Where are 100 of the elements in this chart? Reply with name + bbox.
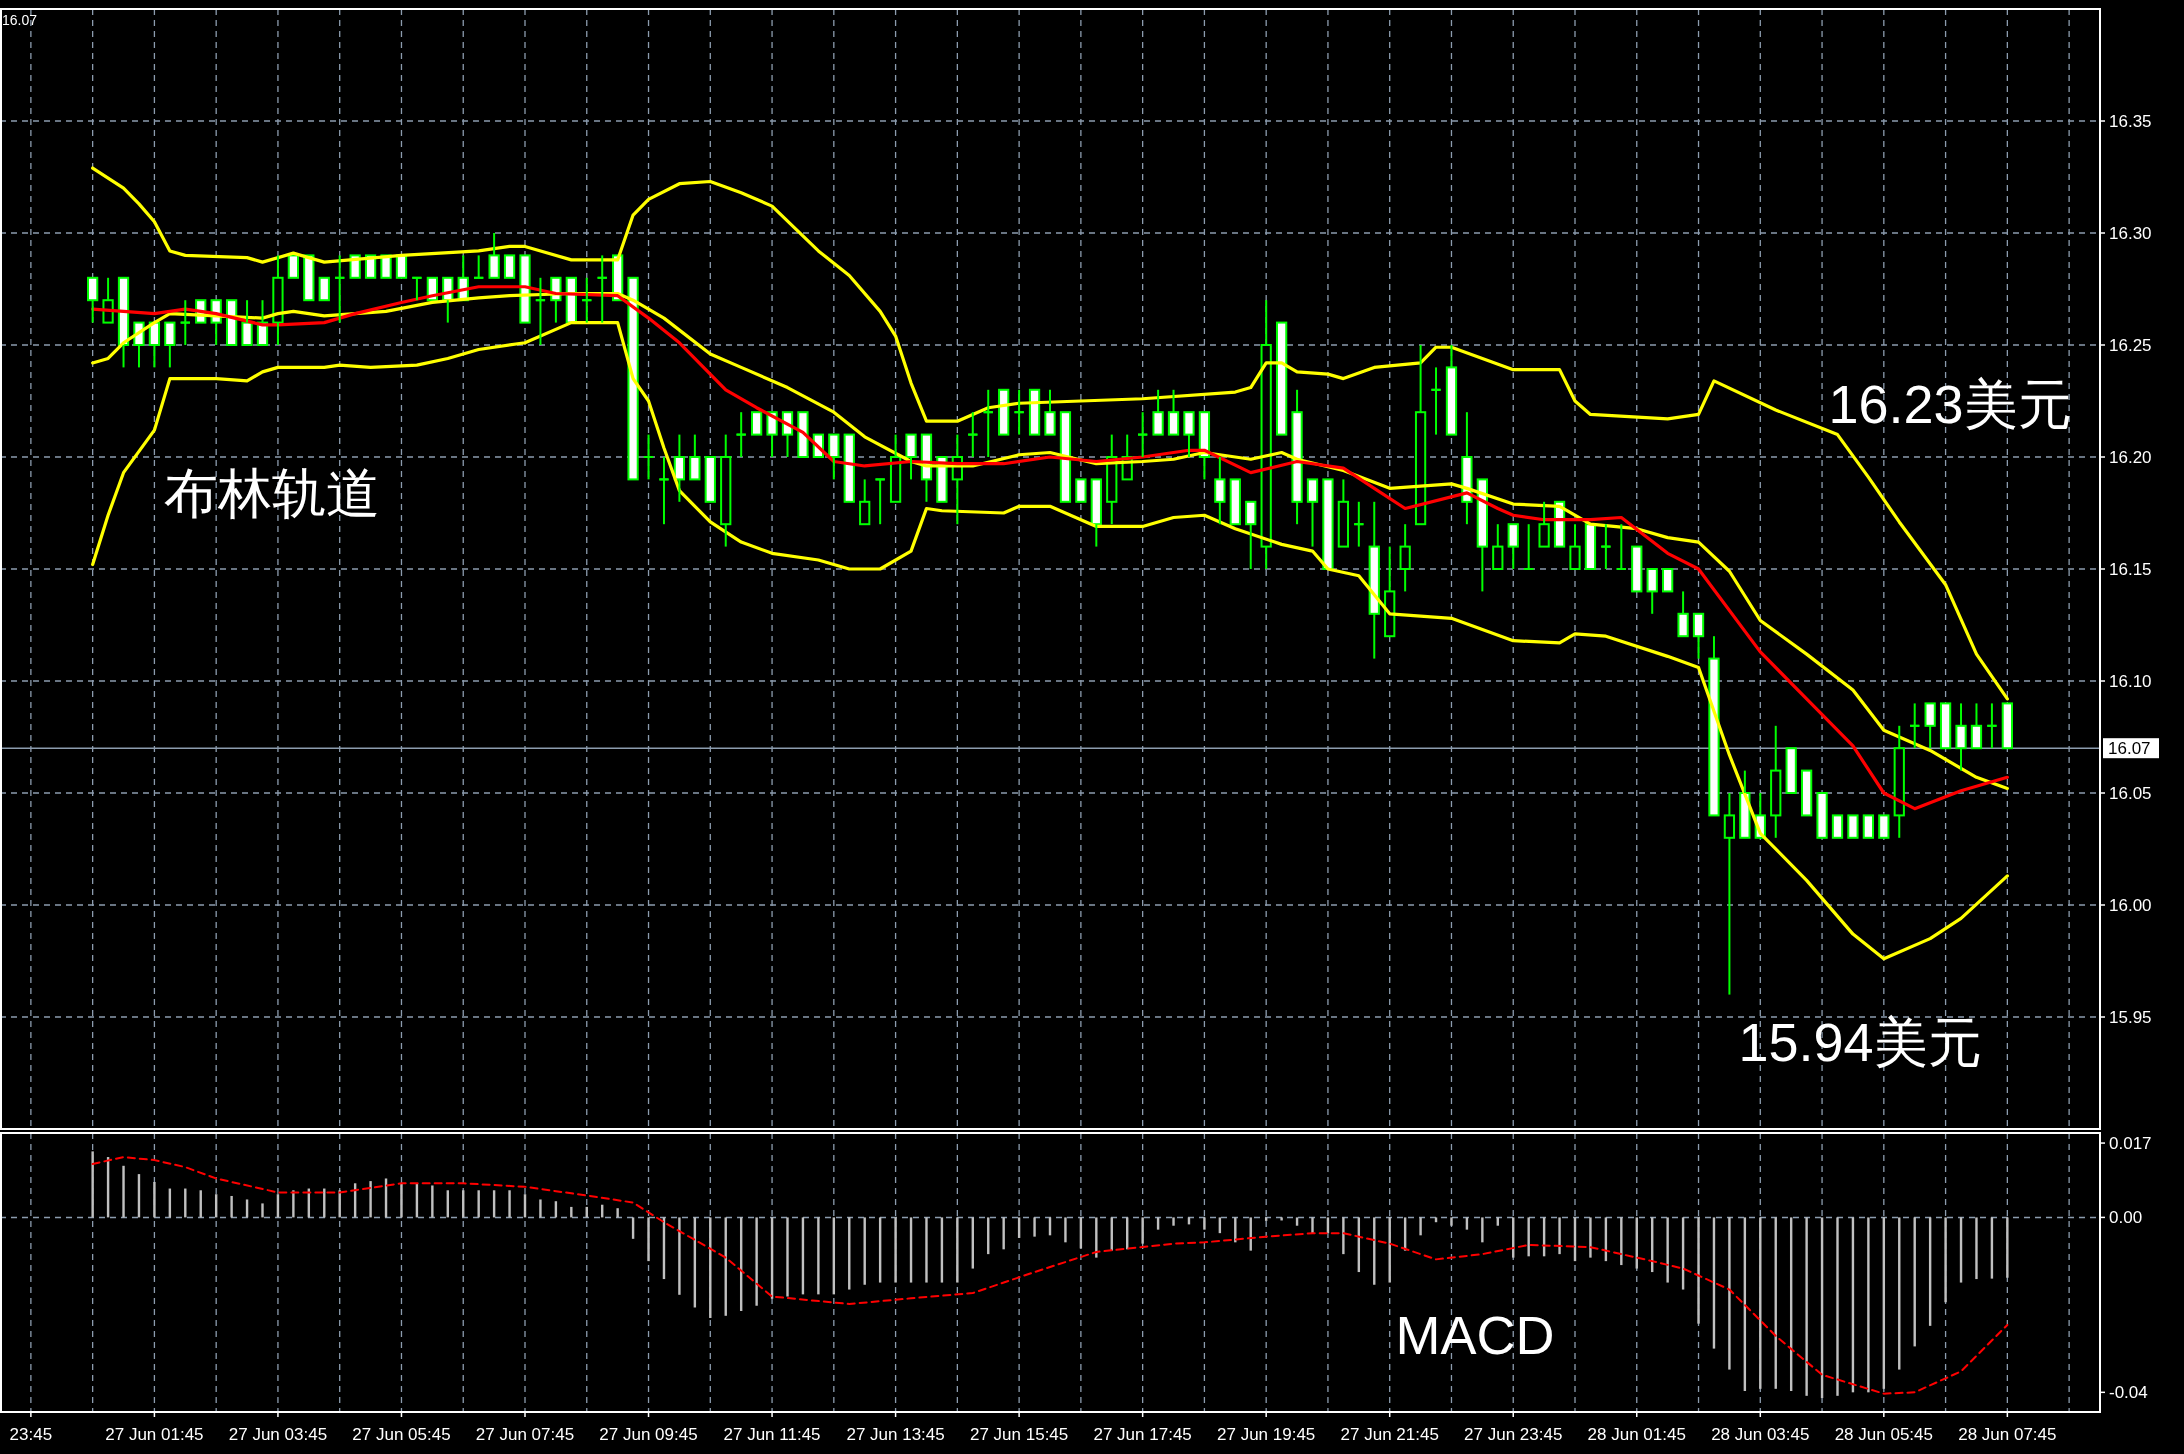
y-tick-label: 0.017 [2109,1133,2152,1153]
candlestick [87,276,99,324]
bar [1172,1217,1175,1226]
x-tick-label: 28 Jun 07:45 [1958,1424,2057,1444]
bar [956,1217,959,1283]
ref-label: 16.07 [2103,738,2159,759]
bar [786,1217,789,1297]
y-tick-label: 16.00 [2109,895,2152,915]
candlestick [1368,500,1380,660]
candlestick [1245,500,1257,570]
bar [925,1217,928,1283]
candlestick [1893,724,1905,839]
bar [1450,1217,1453,1226]
candlestick [1692,612,1705,660]
candlestick [1924,702,1936,750]
candlestick [720,433,732,548]
bar [1002,1217,1005,1250]
annotation: 16.23美元 [1828,374,2072,434]
bar [369,1181,372,1218]
y-tick-label: 16.15 [2109,559,2152,579]
candlestick [673,433,686,503]
candlestick [889,433,902,503]
bar [1311,1217,1314,1234]
bar [153,1181,156,1218]
bar [1527,1217,1530,1257]
bar [1481,1217,1484,1243]
candlestick [689,433,701,481]
x-tick-label: 28 Jun 03:45 [1711,1424,1810,1444]
candlestick [1183,411,1195,458]
candlestick [1677,590,1689,638]
bar [400,1183,403,1218]
bar [230,1195,233,1218]
candlestick [1770,724,1782,839]
bar [1805,1217,1808,1396]
bar [261,1203,264,1218]
y-tick-label: 16.25 [2109,335,2152,355]
y-tick-label: -0.04 [2109,1382,2148,1402]
x-tick-label: 27 Jun 07:45 [475,1424,575,1444]
bar [1589,1217,1592,1258]
y-tick-label: 16.30 [2109,223,2152,243]
candlestick [1044,388,1056,436]
x-tick-label: 27 Jun 23:45 [1464,1424,1563,1444]
bar [292,1190,295,1218]
bar [1264,1217,1268,1221]
annotation: 16.07 [2,12,38,28]
y-tick-label: 0.00 [2109,1207,2143,1227]
bar [1620,1217,1623,1266]
candlestick [164,321,176,369]
bar [1496,1217,1499,1226]
bar [1465,1217,1469,1230]
bar [1033,1217,1036,1237]
bar [1666,1217,1669,1283]
bar [431,1185,434,1218]
bar [122,1165,125,1218]
candlestick [488,232,500,279]
candlestick [241,299,253,346]
candlestick [905,433,917,481]
candlestick [1538,500,1550,548]
candlestick [859,478,871,526]
bar [508,1190,511,1218]
candlestick [1167,388,1180,436]
candlestick [1970,702,1983,750]
bar [755,1217,758,1306]
bar [1944,1217,1947,1303]
candlestick [1090,478,1102,548]
y-tick-label: 16.05 [2109,783,2152,803]
x-tick-label: 28 Jun 05:45 [1834,1424,1933,1444]
candlestick [1492,523,1504,570]
candlestick [1291,388,1303,526]
bar [1095,1217,1098,1258]
bar [1419,1217,1422,1236]
y-tick-label: 16.10 [2109,671,2152,691]
candlestick [1399,523,1411,593]
bar [1156,1217,1160,1230]
candlestick [1445,344,1458,436]
bar [1203,1217,1206,1230]
bar [647,1217,650,1262]
bar [817,1217,820,1295]
x-tick-label: 27 Jun 13:45 [846,1424,945,1444]
bar [616,1208,619,1218]
candlestick [1414,344,1427,526]
candlestick [828,433,840,481]
candlestick [1646,568,1658,615]
bar [570,1206,573,1218]
bar [894,1217,897,1283]
x-tick-label: 27 Jun 05:45 [352,1424,451,1444]
bar [1342,1217,1345,1255]
x-tick-label: 27 Jun 01:45 [105,1424,204,1444]
bar [1558,1217,1561,1255]
x-tick-label: 27 Jun 19:45 [1217,1424,1316,1444]
x-tick-label: 27 Jun 15:45 [969,1424,1069,1444]
bar [1295,1217,1299,1226]
annotation: 15.94美元 [1738,1012,1982,1072]
bar [1697,1217,1700,1324]
candlestick [1337,478,1350,548]
x-tick-label: 27 Jun 21:45 [1340,1424,1439,1444]
ref-line-label: 16.07 [2108,738,2151,758]
x-tick-label: 27 Jun 09:45 [599,1424,698,1444]
bar [1867,1217,1870,1393]
candlestick [1507,523,1519,570]
